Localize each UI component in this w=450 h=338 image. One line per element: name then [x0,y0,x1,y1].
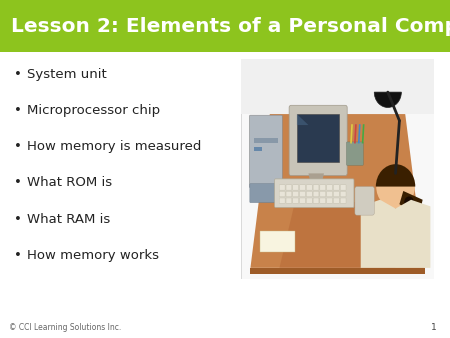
FancyBboxPatch shape [327,191,333,197]
FancyBboxPatch shape [279,191,285,197]
Polygon shape [297,114,309,125]
FancyBboxPatch shape [254,138,278,143]
FancyBboxPatch shape [250,184,290,202]
Text: How memory is measured: How memory is measured [27,140,202,153]
FancyBboxPatch shape [300,198,306,203]
Polygon shape [400,191,423,217]
FancyBboxPatch shape [286,191,292,197]
FancyBboxPatch shape [327,185,333,190]
FancyBboxPatch shape [333,191,339,197]
FancyBboxPatch shape [286,198,292,203]
FancyBboxPatch shape [293,198,299,203]
FancyBboxPatch shape [306,191,312,197]
FancyBboxPatch shape [387,171,404,180]
Text: Microprocessor chip: Microprocessor chip [27,104,160,117]
Polygon shape [279,202,396,268]
FancyBboxPatch shape [320,185,326,190]
Circle shape [404,196,414,208]
FancyBboxPatch shape [340,198,346,203]
FancyBboxPatch shape [346,142,363,165]
Text: What RAM is: What RAM is [27,213,110,225]
FancyBboxPatch shape [254,147,262,151]
FancyBboxPatch shape [306,198,312,203]
FancyBboxPatch shape [327,198,333,203]
FancyBboxPatch shape [249,115,282,188]
FancyBboxPatch shape [333,185,339,190]
Polygon shape [241,59,434,114]
FancyBboxPatch shape [306,185,312,190]
Polygon shape [361,200,430,268]
Text: © CCI Learning Solutions Inc.: © CCI Learning Solutions Inc. [9,323,121,332]
Text: •: • [14,176,22,189]
FancyBboxPatch shape [293,185,299,190]
Polygon shape [309,173,324,182]
Wedge shape [376,164,415,187]
FancyBboxPatch shape [302,179,330,187]
FancyBboxPatch shape [279,198,285,203]
Text: System unit: System unit [27,68,107,81]
Text: •: • [14,104,22,117]
Text: •: • [14,213,22,225]
FancyBboxPatch shape [279,185,285,190]
FancyBboxPatch shape [274,179,354,208]
FancyBboxPatch shape [355,187,374,215]
FancyBboxPatch shape [313,198,319,203]
FancyBboxPatch shape [297,114,339,163]
Text: 1: 1 [431,323,436,332]
FancyBboxPatch shape [0,0,450,52]
Text: What ROM is: What ROM is [27,176,112,189]
FancyBboxPatch shape [293,191,299,197]
Circle shape [376,165,415,209]
FancyBboxPatch shape [340,191,346,197]
FancyBboxPatch shape [300,191,306,197]
Text: •: • [14,249,22,262]
FancyBboxPatch shape [313,191,319,197]
FancyBboxPatch shape [289,105,347,176]
FancyBboxPatch shape [333,198,339,203]
FancyBboxPatch shape [320,191,326,197]
Text: How memory works: How memory works [27,249,159,262]
Text: Lesson 2: Elements of a Personal Computer: Lesson 2: Elements of a Personal Compute… [11,17,450,36]
FancyBboxPatch shape [300,185,306,190]
Polygon shape [250,268,425,274]
Wedge shape [374,92,401,107]
FancyBboxPatch shape [241,59,434,279]
FancyBboxPatch shape [286,185,292,190]
Text: •: • [14,68,22,81]
FancyBboxPatch shape [340,185,346,190]
Polygon shape [250,114,425,268]
FancyBboxPatch shape [313,185,319,190]
FancyBboxPatch shape [320,198,326,203]
Polygon shape [260,231,295,252]
Text: •: • [14,140,22,153]
